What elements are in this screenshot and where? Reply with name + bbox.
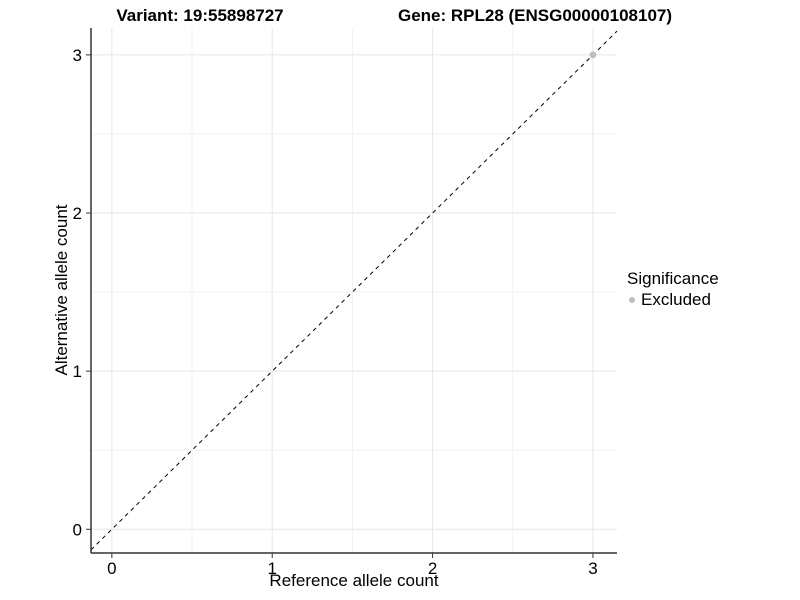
variant-title: Variant: 19:55898727 [116,6,284,25]
legend-item-excluded: Excluded [627,289,719,310]
x-tick-label: 0 [107,559,116,578]
gene-title: Gene: RPL28 (ENSG00000108107) [397,6,673,25]
y-tick-label: 2 [73,204,82,223]
x-tick-label: 3 [588,559,597,578]
legend-item-label: Excluded [641,290,711,309]
data-point [589,51,597,59]
y-axis-title: Alternative allele count [52,204,71,376]
y-tick-label: 3 [73,46,82,65]
legend-title: Significance [627,269,719,288]
x-tick-label: 1 [267,559,276,578]
x-axis-title: Reference allele count [269,571,439,590]
x-tick-label: 2 [428,559,437,578]
legend: Significance Excluded [627,268,719,310]
excluded-point-icon [629,296,635,303]
y-tick-label: 1 [73,362,82,381]
identity-dashed-line [90,30,618,551]
y-tick-label: 0 [73,520,82,539]
